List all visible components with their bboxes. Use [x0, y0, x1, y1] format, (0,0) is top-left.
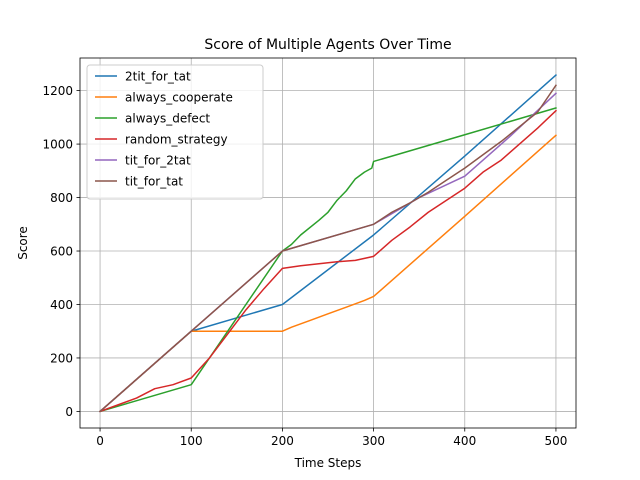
legend-label: always_defect — [125, 112, 210, 126]
legend-label: random_strategy — [125, 133, 228, 147]
y-tick-label: 1000 — [42, 138, 73, 152]
series-line-always_cooperate — [99, 134, 557, 413]
x-tick-label: 200 — [271, 434, 294, 448]
y-axis-label: Score — [16, 226, 30, 260]
series-line-tit_for_tat — [99, 84, 557, 413]
y-tick-label: 200 — [50, 351, 73, 365]
x-tick-label: 0 — [96, 434, 104, 448]
legend-label: 2tit_for_tat — [125, 70, 191, 84]
legend-box — [86, 64, 264, 200]
tick-layer: 0 100 200 300 400 500 0 200 400 600 800 1000 1200 — [42, 84, 567, 448]
series-layer — [99, 74, 558, 413]
series-line-always_defect — [99, 107, 557, 413]
y-tick-label: 1200 — [42, 84, 73, 98]
y-tick-label: 600 — [50, 245, 73, 259]
chart-title: Score of Multiple Agents Over Time — [204, 37, 451, 53]
legend-label: always_cooperate — [125, 91, 233, 105]
x-tick-label: 300 — [362, 434, 385, 448]
x-tick-label: 100 — [180, 434, 203, 448]
series-line-random_strategy — [99, 109, 558, 413]
plot-frame — [79, 57, 577, 429]
legend-label: tit_for_2tat — [125, 154, 191, 168]
legend-label: tit_for_tat — [125, 175, 183, 189]
y-tick-label: 0 — [65, 405, 73, 419]
y-tick-label: 800 — [50, 191, 73, 205]
x-axis-label: Time Steps — [294, 456, 362, 470]
x-tick-label: 500 — [544, 434, 567, 448]
y-tick-label: 400 — [50, 298, 73, 312]
x-tick-label: 400 — [453, 434, 476, 448]
legend: 2tit_for_tat always_cooperate always_defec… — [86, 64, 264, 200]
